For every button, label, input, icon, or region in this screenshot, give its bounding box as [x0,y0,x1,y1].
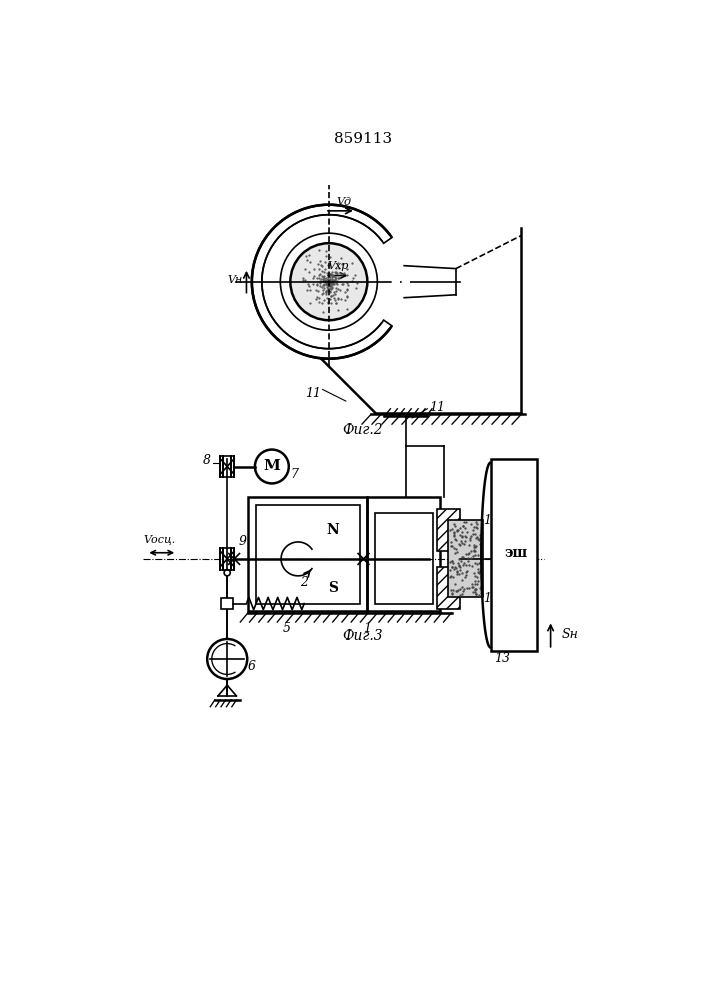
Bar [256,505,360,604]
Text: 7: 7 [291,468,299,481]
Text: S: S [327,581,338,595]
Text: Фиг.3: Фиг.3 [342,629,383,643]
Text: Sн: Sн [561,628,578,641]
Bar [375,513,433,604]
Text: 13: 13 [494,652,510,666]
Text: 859113: 859113 [334,132,392,146]
Text: 2: 2 [300,576,308,588]
Text: 9: 9 [238,535,247,548]
Text: Vн: Vн [227,275,243,285]
Text: 10: 10 [483,592,499,605]
Text: эш: эш [504,546,527,560]
Text: 6: 6 [248,660,256,673]
Bar [221,598,233,609]
Circle shape [224,570,230,576]
Text: 12: 12 [483,514,499,527]
Text: Фиг.2: Фиг.2 [342,423,383,437]
Bar [448,520,483,597]
Text: Vд: Vд [337,197,352,207]
Circle shape [207,639,247,679]
Text: 11: 11 [429,401,445,414]
Text: 5: 5 [283,622,291,635]
Text: Vосц.: Vосц. [144,535,175,545]
Bar [437,567,460,609]
Text: 1: 1 [363,622,371,635]
Text: 11: 11 [305,387,322,400]
Bar [491,459,537,651]
Bar [368,497,440,611]
Text: 8: 8 [203,454,211,467]
Circle shape [291,243,368,320]
Text: M: M [264,460,280,474]
Bar [437,509,460,551]
Bar [248,497,368,611]
Circle shape [255,450,288,483]
Text: Vхр: Vхр [327,261,349,271]
Text: N: N [327,523,339,537]
